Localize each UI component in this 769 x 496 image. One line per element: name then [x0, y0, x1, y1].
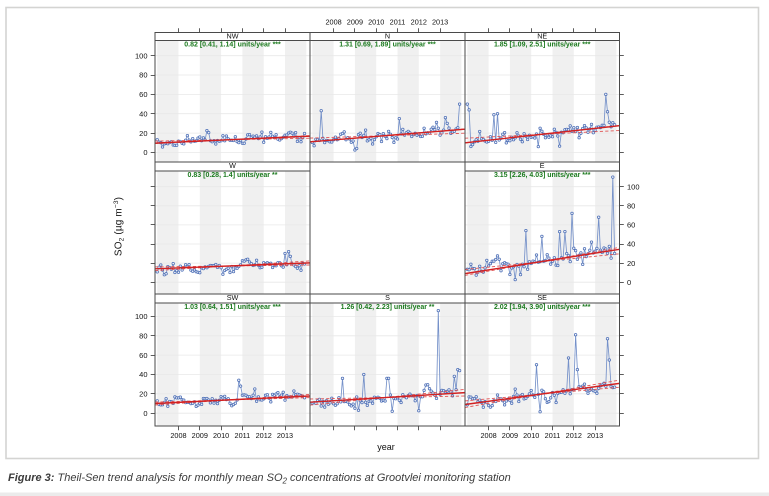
svg-text:20: 20	[627, 259, 635, 268]
svg-text:80: 80	[627, 202, 635, 211]
svg-text:1.31 [0.69, 1.89] units/year *: 1.31 [0.69, 1.89] units/year ***	[339, 41, 436, 48]
svg-text:SW: SW	[227, 293, 239, 302]
svg-text:0.83 [0.28, 1.4] units/year **: 0.83 [0.28, 1.4] units/year **	[188, 172, 278, 179]
svg-text:NW: NW	[227, 32, 239, 41]
svg-text:2013: 2013	[432, 18, 448, 27]
svg-text:60: 60	[139, 90, 147, 99]
svg-text:2013: 2013	[587, 431, 603, 440]
svg-text:60: 60	[627, 221, 635, 230]
svg-text:0: 0	[143, 148, 147, 157]
svg-text:E: E	[540, 161, 545, 170]
svg-text:Figure 3: Theil-Sen trend anal: Figure 3: Theil-Sen trend analysis for m…	[8, 472, 511, 486]
svg-text:1.03 [0.64, 1.51] units/year *: 1.03 [0.64, 1.51] units/year ***	[184, 304, 281, 311]
svg-text:1.26 [0.42, 2.23] units/year *: 1.26 [0.42, 2.23] units/year **	[341, 304, 435, 311]
svg-text:1.85 [1.09, 2.51] units/year *: 1.85 [1.09, 2.51] units/year ***	[494, 41, 591, 48]
svg-text:2011: 2011	[235, 431, 251, 440]
svg-text:S: S	[385, 293, 390, 302]
svg-text:2009: 2009	[347, 18, 363, 27]
svg-text:2010: 2010	[213, 431, 229, 440]
svg-text:2011: 2011	[545, 431, 561, 440]
svg-text:2012: 2012	[256, 431, 272, 440]
svg-text:NE: NE	[537, 32, 547, 41]
svg-text:2013: 2013	[277, 431, 293, 440]
svg-text:100: 100	[627, 182, 640, 191]
svg-text:year: year	[377, 442, 395, 452]
svg-text:SE: SE	[537, 293, 547, 302]
svg-text:2010: 2010	[523, 431, 539, 440]
svg-text:2008: 2008	[170, 431, 186, 440]
svg-text:80: 80	[139, 332, 147, 341]
svg-text:2012: 2012	[411, 18, 427, 27]
svg-text:20: 20	[139, 129, 147, 138]
svg-text:W: W	[229, 161, 236, 170]
svg-text:2012: 2012	[566, 431, 582, 440]
svg-text:3.15 [2.26, 4.03] units/year *: 3.15 [2.26, 4.03] units/year ***	[494, 172, 591, 179]
svg-text:60: 60	[139, 351, 147, 360]
svg-text:2008: 2008	[480, 431, 496, 440]
svg-text:2009: 2009	[192, 431, 208, 440]
svg-text:40: 40	[627, 240, 635, 249]
svg-text:0.82 [0.41, 1.14] units/year *: 0.82 [0.41, 1.14] units/year ***	[184, 41, 281, 48]
svg-text:20: 20	[139, 390, 147, 399]
svg-text:40: 40	[139, 109, 147, 118]
svg-text:2008: 2008	[325, 18, 341, 27]
svg-text:80: 80	[139, 71, 147, 80]
svg-text:100: 100	[135, 51, 148, 60]
svg-text:2011: 2011	[390, 18, 406, 27]
svg-text:40: 40	[139, 370, 147, 379]
svg-text:N: N	[385, 32, 390, 41]
svg-text:100: 100	[135, 312, 148, 321]
svg-text:2.02 [1.94, 3.90] units/year *: 2.02 [1.94, 3.90] units/year ***	[494, 304, 591, 311]
svg-text:2010: 2010	[368, 18, 384, 27]
svg-text:2009: 2009	[502, 431, 518, 440]
svg-text:0: 0	[143, 409, 147, 418]
svg-text:0: 0	[627, 278, 631, 287]
